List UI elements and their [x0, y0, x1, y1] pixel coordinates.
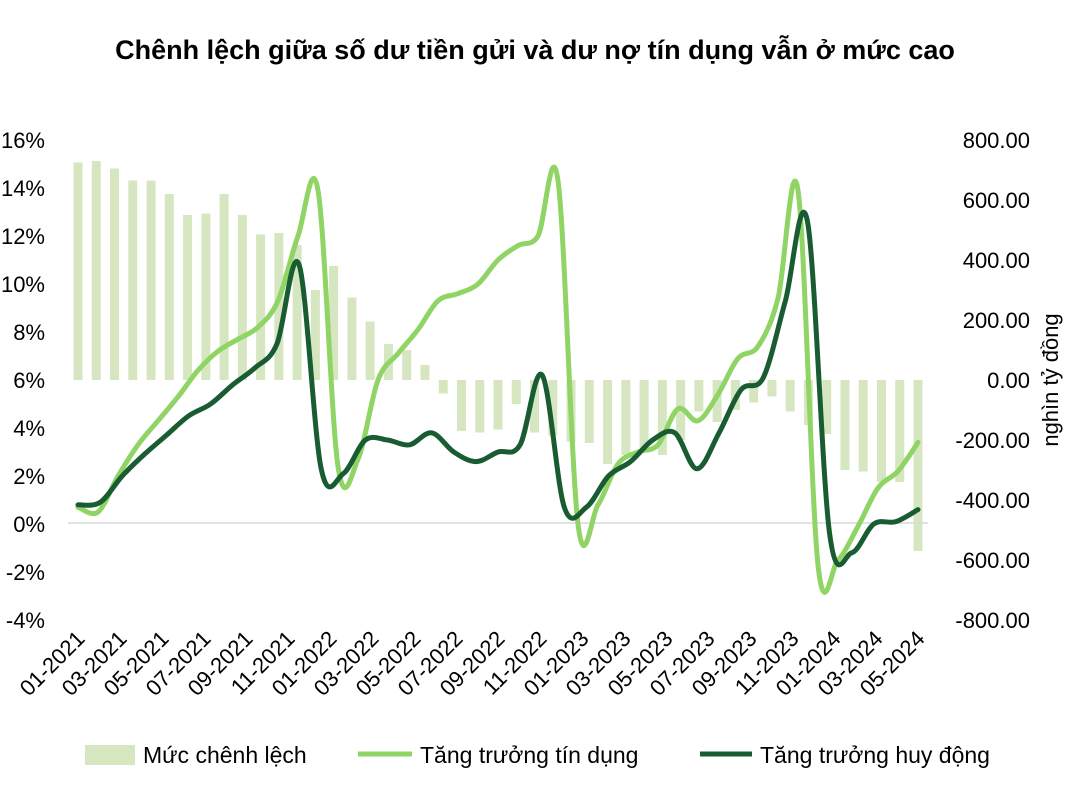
bar-34: [694, 380, 704, 412]
left-tick-label: 6%: [13, 368, 45, 393]
legend: Mức chênh lệch Tăng trưởng tín dụng Tăng…: [85, 742, 990, 768]
bar-6: [183, 215, 193, 380]
right-tick-label: 200.00: [963, 308, 1030, 333]
bar-19: [420, 365, 430, 380]
right-tick-label: -400.00: [955, 488, 1030, 513]
right-axis-title: nghìn tỷ đồng: [1038, 313, 1063, 446]
bar-21: [456, 380, 466, 431]
bar-4: [146, 180, 156, 380]
right-tick-label: 400.00: [963, 248, 1030, 273]
right-tick-label: 0.00: [987, 368, 1030, 393]
bar-39: [785, 380, 795, 412]
bar-24: [511, 380, 521, 404]
bar-32: [657, 380, 667, 455]
bar-25: [530, 380, 540, 433]
left-tick-label: -2%: [6, 560, 45, 585]
bar-37: [749, 380, 759, 403]
bar-0: [73, 162, 83, 380]
right-tick-label: -800.00: [955, 608, 1030, 633]
bar-22: [475, 380, 485, 433]
bar-44: [876, 380, 886, 482]
bar-26: [548, 380, 558, 436]
left-tick-label: 4%: [13, 416, 45, 441]
right-tick-label: -200.00: [955, 428, 1030, 453]
bar-28: [584, 380, 594, 443]
bar-12: [292, 245, 302, 380]
bar-41: [822, 380, 832, 434]
right-tick-label: 800.00: [963, 128, 1030, 153]
bar-46: [913, 380, 923, 551]
left-tick-label: 12%: [1, 224, 45, 249]
x-axis-ticks: 01-202103-202105-202107-202109-202111-20…: [15, 626, 930, 701]
bar-2: [110, 168, 120, 380]
bar-31: [639, 380, 649, 448]
bar-29: [603, 380, 613, 464]
legend-swatch-bars: [85, 745, 135, 765]
right-tick-label: 600.00: [963, 188, 1030, 213]
bar-3: [128, 180, 138, 380]
legend-label-deposit: Tăng trưởng huy động: [760, 742, 990, 768]
right-tick-label: -600.00: [955, 548, 1030, 573]
bar-23: [493, 380, 503, 430]
left-tick-label: 0%: [13, 512, 45, 537]
bar-45: [895, 380, 905, 482]
left-tick-label: 2%: [13, 464, 45, 489]
bar-15: [347, 297, 357, 380]
bar-14: [329, 266, 339, 380]
bar-8: [219, 194, 229, 380]
left-tick-label: 14%: [1, 176, 45, 201]
bar-42: [840, 380, 850, 470]
right-axis-ticks: 800.00 600.00 400.00 200.00 0.00 -200.00 -400.…: [955, 128, 1030, 633]
left-tick-label: 8%: [13, 320, 45, 345]
legend-label-credit: Tăng trưởng tín dụng: [420, 742, 638, 768]
bar-16: [365, 321, 375, 380]
bar-20: [438, 380, 448, 394]
credit-growth-line: [75, 164, 921, 595]
bar-13: [310, 290, 320, 380]
bar-5: [164, 194, 174, 380]
bar-30: [621, 380, 631, 455]
bar-7: [201, 213, 211, 380]
bar-series-chenh-lech: [73, 161, 923, 551]
bar-38: [767, 380, 777, 397]
legend-label-bars: Mức chênh lệch: [143, 742, 307, 768]
left-tick-label: -4%: [6, 608, 45, 633]
bar-1: [91, 161, 101, 380]
left-axis-ticks: 16% 14% 12% 10% 8% 6% 4% 2% 0% -2% -4%: [1, 128, 45, 633]
bar-11: [274, 233, 284, 380]
bar-9: [237, 215, 247, 380]
chart-title: Chênh lệch giữa số dư tiền gửi và dư nợ …: [115, 35, 955, 65]
left-tick-label: 16%: [1, 128, 45, 153]
bar-10: [256, 234, 266, 380]
bar-35: [712, 380, 722, 422]
bar-43: [858, 380, 868, 472]
bar-18: [402, 350, 412, 380]
deposit-growth-line: [75, 209, 921, 568]
left-tick-label: 10%: [1, 272, 45, 297]
